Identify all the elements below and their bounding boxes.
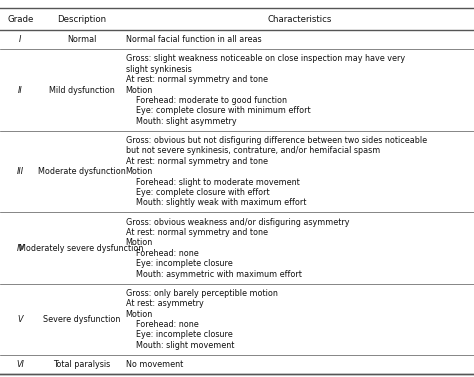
Text: Gross: slight weakness noticeable on close inspection may have very: Gross: slight weakness noticeable on clo… bbox=[126, 54, 405, 63]
Text: Mild dysfunction: Mild dysfunction bbox=[49, 86, 114, 95]
Text: Characteristics: Characteristics bbox=[268, 15, 332, 24]
Text: Forehead: moderate to good function: Forehead: moderate to good function bbox=[126, 96, 287, 105]
Text: Mouth: asymmetric with maximum effort: Mouth: asymmetric with maximum effort bbox=[126, 270, 301, 279]
Text: At rest: asymmetry: At rest: asymmetry bbox=[126, 299, 203, 308]
Text: IV: IV bbox=[17, 244, 24, 253]
Text: Gross: only barely perceptible motion: Gross: only barely perceptible motion bbox=[126, 289, 277, 298]
Text: Gross: obvious weakness and/or disfiguring asymmetry: Gross: obvious weakness and/or disfiguri… bbox=[126, 218, 349, 227]
Text: At rest: normal symmetry and tone: At rest: normal symmetry and tone bbox=[126, 75, 268, 84]
Text: Normal: Normal bbox=[67, 35, 96, 44]
Text: Eye: complete closure with minimum effort: Eye: complete closure with minimum effor… bbox=[126, 106, 310, 115]
Text: Eye: complete closure with effort: Eye: complete closure with effort bbox=[126, 188, 269, 197]
Text: Mouth: slight movement: Mouth: slight movement bbox=[126, 341, 234, 350]
Text: Motion: Motion bbox=[126, 310, 153, 319]
Text: Moderate dysfunction: Moderate dysfunction bbox=[37, 167, 126, 176]
Text: Forehead: none: Forehead: none bbox=[126, 249, 198, 258]
Text: Gross: obvious but not disfiguring difference between two sides noticeable: Gross: obvious but not disfiguring diffe… bbox=[126, 136, 427, 145]
Text: but not severe synkinesis, contrature, and/or hemifacial spasm: but not severe synkinesis, contrature, a… bbox=[126, 146, 380, 155]
Text: Total paralysis: Total paralysis bbox=[53, 360, 110, 369]
Text: Forehead: none: Forehead: none bbox=[126, 320, 198, 329]
Text: Motion: Motion bbox=[126, 86, 153, 95]
Text: Description: Description bbox=[57, 15, 106, 24]
Text: VI: VI bbox=[17, 360, 24, 369]
Text: Forehead: slight to moderate movement: Forehead: slight to moderate movement bbox=[126, 178, 300, 187]
Text: At rest: normal symmetry and tone: At rest: normal symmetry and tone bbox=[126, 157, 268, 166]
Text: At rest: normal symmetry and tone: At rest: normal symmetry and tone bbox=[126, 228, 268, 237]
Text: Grade: Grade bbox=[7, 15, 34, 24]
Text: Mouth: slight asymmetry: Mouth: slight asymmetry bbox=[126, 117, 236, 126]
Text: Motion: Motion bbox=[126, 238, 153, 247]
Text: Normal facial function in all areas: Normal facial function in all areas bbox=[126, 35, 261, 44]
Text: Moderately severe dysfunction: Moderately severe dysfunction bbox=[19, 244, 144, 253]
Text: III: III bbox=[17, 167, 24, 176]
Text: Motion: Motion bbox=[126, 167, 153, 176]
Text: II: II bbox=[18, 86, 23, 95]
Text: No movement: No movement bbox=[126, 360, 183, 369]
Text: V: V bbox=[18, 315, 23, 324]
Text: Severe dysfunction: Severe dysfunction bbox=[43, 315, 120, 324]
Text: Mouth: slightly weak with maximum effort: Mouth: slightly weak with maximum effort bbox=[126, 198, 306, 207]
Text: I: I bbox=[19, 35, 22, 44]
Text: slight synkinesis: slight synkinesis bbox=[126, 65, 191, 74]
Text: Eye: incomplete closure: Eye: incomplete closure bbox=[126, 259, 232, 268]
Text: Eye: incomplete closure: Eye: incomplete closure bbox=[126, 330, 232, 339]
